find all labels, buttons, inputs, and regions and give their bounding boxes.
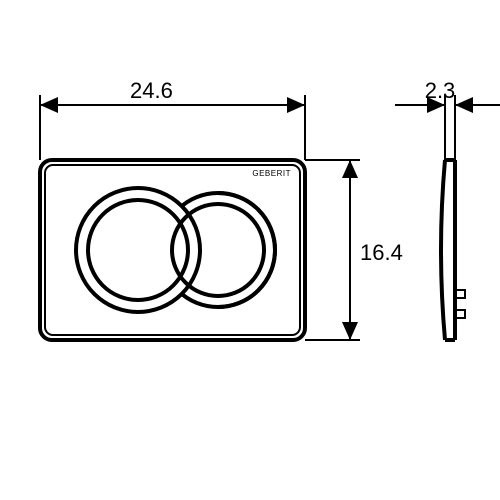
technical-drawing: GEBERIT 24.6 16.4 2.3 (0, 0, 500, 500)
front-view: GEBERIT (40, 160, 305, 340)
side-profile (441, 160, 465, 340)
brand-label: GEBERIT (252, 169, 291, 178)
dim-value-width: 24.6 (130, 78, 173, 103)
side-front-curve (441, 160, 445, 340)
dim-value-height: 16.4 (360, 240, 403, 265)
dim-value-depth: 2.3 (425, 78, 456, 103)
